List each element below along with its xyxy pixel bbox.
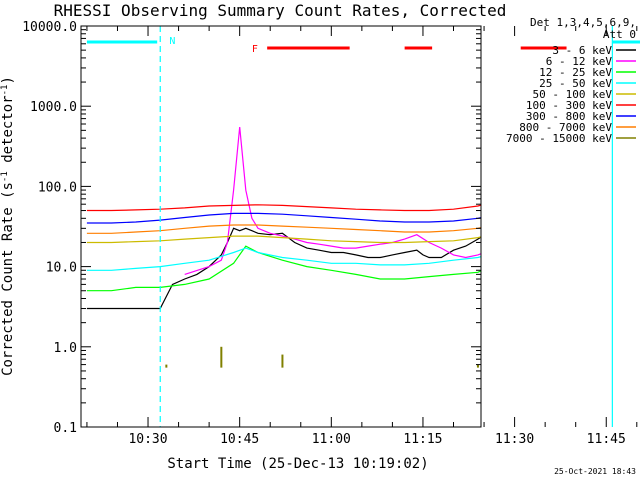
y-axis-label-mid: detector bbox=[0, 95, 16, 171]
flag-layer: NF bbox=[86, 26, 640, 427]
series-line-12-25-kev bbox=[86, 245, 481, 292]
series-line-300-800-kev bbox=[86, 212, 481, 224]
tick-layer: 0.1 1.0 10.0 100.0 1000.0 10000.0 10:30 10:45 11… bbox=[22, 20, 638, 447]
x-axis-label: Start Time (25-Dec-13 10:19:02) bbox=[167, 456, 428, 472]
legend-entry-label: 6 - 12 keV bbox=[546, 55, 613, 68]
y-tick-label: 1.0 bbox=[54, 341, 77, 356]
legend-entry-label: 800 - 7000 keV bbox=[519, 121, 612, 134]
legend-entry-label: 50 - 100 keV bbox=[533, 88, 613, 101]
legend-entry-label: 12 - 25 keV bbox=[539, 66, 612, 79]
series-7000-15000-kev bbox=[165, 346, 479, 368]
legend-entry-label: 3 - 6 keV bbox=[552, 44, 612, 57]
series-layer bbox=[86, 126, 481, 368]
y-tick-label: 10.0 bbox=[46, 261, 77, 276]
legend-header-line1: Det 1,3,4,5,6,9, bbox=[530, 16, 636, 29]
x-tick-label: 11:15 bbox=[403, 432, 442, 447]
legend-entry-label: 300 - 800 keV bbox=[526, 110, 612, 123]
y-tick-label: 0.1 bbox=[54, 421, 77, 436]
chart-title: RHESSI Observing Summary Count Rates, Co… bbox=[54, 1, 507, 20]
series-line-25-50-kev bbox=[86, 247, 481, 271]
x-tick-label: 11:45 bbox=[587, 432, 626, 447]
flare-flag-label: F bbox=[252, 44, 258, 55]
x-tick-label: 10:45 bbox=[220, 432, 259, 447]
x-tick-label: 11:30 bbox=[495, 432, 534, 447]
x-tick-label: 11:00 bbox=[312, 432, 351, 447]
x-tick-label: 10:30 bbox=[128, 432, 167, 447]
plot-timestamp: 25-Oct-2021 18:43 bbox=[554, 467, 636, 476]
y-axis-label-sup2: -1 bbox=[0, 85, 10, 96]
y-axis-label: Corrected Count Rate (s-1 detector-1) bbox=[0, 76, 16, 376]
legend-entry-label: 25 - 50 keV bbox=[539, 77, 612, 90]
legend-entry-label: 7000 - 15000 keV bbox=[506, 132, 612, 145]
legend-header-line2: Att 0 bbox=[603, 28, 636, 41]
y-tick-label: 10000.0 bbox=[22, 20, 77, 35]
series-line-3-6-kev bbox=[86, 227, 481, 310]
series-line-50-100-kev bbox=[86, 235, 481, 244]
legend-entry-label: 100 - 300 keV bbox=[526, 99, 612, 112]
y-tick-label: 1000.0 bbox=[30, 100, 77, 115]
night-flag-label: N bbox=[169, 36, 175, 47]
series-line-800-7000-kev bbox=[86, 224, 481, 234]
y-axis-label-sup1: -1 bbox=[0, 171, 10, 182]
series-line-100-300-kev bbox=[86, 204, 481, 212]
y-axis-label-main: Corrected Count Rate (s bbox=[0, 182, 16, 376]
plot-frame bbox=[80, 25, 482, 428]
y-axis-label-end: ) bbox=[0, 76, 16, 84]
y-tick-label: 100.0 bbox=[38, 180, 77, 195]
